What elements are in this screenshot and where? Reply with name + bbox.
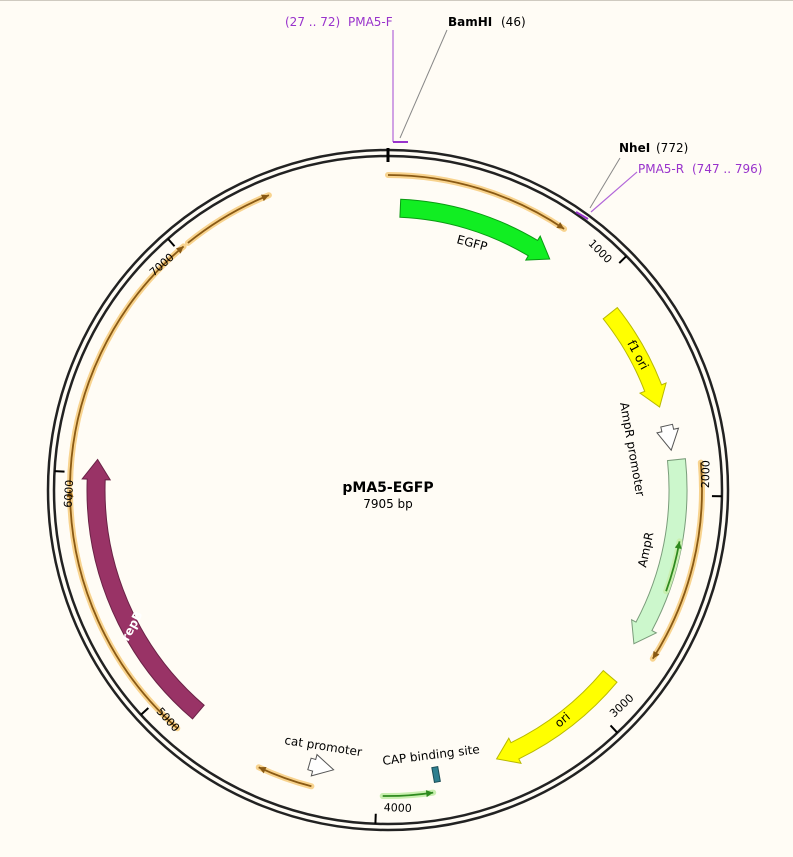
site-leader xyxy=(399,29,448,139)
primer-range: (27 .. 72) xyxy=(285,15,340,29)
cap-site xyxy=(431,766,441,783)
site-leader xyxy=(589,157,621,209)
orf-head xyxy=(66,490,74,498)
site-position: (46) xyxy=(501,15,526,29)
orf-head xyxy=(674,541,682,549)
site-name: NheI xyxy=(619,141,650,155)
orf-head xyxy=(556,222,565,229)
primer-leader xyxy=(590,171,638,213)
primer-name: PMA5-R xyxy=(638,162,684,176)
tick-mark xyxy=(609,724,619,734)
tick-mark xyxy=(54,470,65,473)
tick-mark xyxy=(618,255,628,264)
plasmid-size: 7905 bp xyxy=(363,497,413,511)
orf-head xyxy=(425,790,434,798)
orf-line xyxy=(387,174,565,230)
feature-arrow xyxy=(307,753,335,777)
feature-arrow xyxy=(656,423,680,452)
tick-label: 2000 xyxy=(699,460,713,488)
tick-label: 6000 xyxy=(62,479,77,508)
primer-name: PMA5-F xyxy=(348,15,393,29)
feature-arrow xyxy=(81,458,205,720)
orf-line xyxy=(69,245,185,485)
features xyxy=(66,172,705,800)
orf-head xyxy=(176,246,184,254)
orf-head xyxy=(258,767,267,774)
site-position: (772) xyxy=(656,141,688,155)
orf-line xyxy=(69,489,178,729)
feature-arrow xyxy=(399,198,551,261)
primer-range: (747 .. 796) xyxy=(692,162,762,176)
feature-arrow xyxy=(631,458,688,645)
tick-label: 4000 xyxy=(384,801,412,815)
feature-arrow xyxy=(602,306,667,408)
tick-mark xyxy=(140,707,150,716)
tick-mark xyxy=(167,238,176,247)
site-name: BamHI xyxy=(448,15,492,29)
orf-head xyxy=(652,651,660,659)
plasmid-name: pMA5-EGFP xyxy=(342,480,433,496)
feature-arrow xyxy=(495,669,618,764)
primer-mark xyxy=(575,211,589,220)
orf-head xyxy=(261,194,269,202)
orf-line xyxy=(652,462,703,660)
